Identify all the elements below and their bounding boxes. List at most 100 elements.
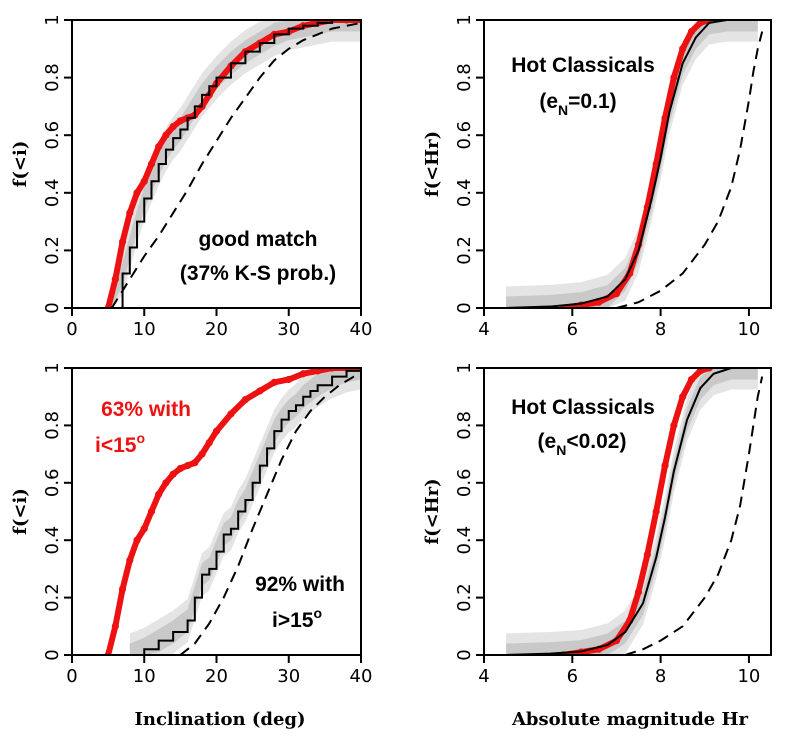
point-observed	[612, 290, 621, 298]
x-tick-label: 4	[478, 666, 489, 687]
point-observed	[696, 20, 704, 27]
annotation-text-after: <0.02)	[566, 430, 626, 453]
series-intrinsic	[624, 376, 764, 655]
point-observed	[670, 421, 678, 429]
annotation: 63% with	[101, 398, 191, 421]
annotation: (eN<0.02)	[538, 430, 627, 458]
annotation: (37% K-S prob.)	[180, 262, 336, 285]
x-tick-label: 10	[133, 319, 156, 340]
y-tick-label: 0.8	[42, 63, 63, 92]
series-intrinsic	[110, 21, 361, 308]
x-tick-label: 10	[737, 666, 760, 687]
y-tick-label: 0	[454, 302, 475, 313]
x-tick-label: 20	[205, 666, 228, 687]
point-observed	[126, 209, 134, 217]
annotation: Hot Classicals	[511, 54, 655, 77]
annotation: 92% with	[255, 573, 345, 596]
point-observed	[679, 393, 687, 401]
point-observed	[155, 490, 163, 498]
y-tick-label: 0.2	[454, 583, 475, 612]
x-tick-label: 0	[66, 666, 77, 687]
annotation-superscript: o	[136, 430, 145, 446]
annotation: Hot Classicals	[511, 396, 655, 419]
x-tick-label: 0	[66, 319, 77, 340]
point-observed	[147, 160, 156, 168]
y-axis-label: f(<Hr)	[422, 478, 443, 544]
point-observed	[241, 395, 249, 404]
y-tick-label: 0.6	[42, 468, 63, 497]
y-tick-label: 0.4	[42, 526, 63, 555]
point-observed	[643, 550, 651, 559]
annotation-text: Hot Classicals	[511, 54, 655, 77]
plot-area	[104, 20, 361, 308]
point-observed	[140, 177, 148, 185]
panel-1: 0 10 20 30 40 0 0.2 0.4 0.6 0.8 1 f(<i) good match (3…	[10, 14, 372, 340]
point-observed	[270, 378, 278, 386]
x-tick-label: 30	[277, 666, 300, 687]
annotation-text: (37% K-S prob.)	[180, 262, 336, 285]
y-tick-label: 0.8	[454, 411, 475, 440]
panel-3: 0 10 20 30 40 0 0.2 0.4 0.6 0.8 1 f(<i) Inclination …	[10, 362, 372, 730]
point-observed	[140, 525, 148, 533]
series-model	[506, 368, 758, 655]
plot-frame	[483, 19, 772, 309]
y-tick-label: 0.2	[42, 236, 63, 265]
point-observed	[661, 114, 669, 122]
point-observed	[634, 588, 643, 596]
y-tick-label: 0.2	[42, 583, 63, 612]
x-tick-label: 8	[655, 319, 666, 340]
panel-4: 4 6 8 10 0 0.2 0.4 0.6 0.8 1 f(<Hr) Absolute magnit…	[422, 362, 772, 730]
annotation-text: i<15	[95, 434, 137, 457]
point-observed	[299, 370, 307, 378]
x-tick-label: 10	[737, 319, 760, 340]
x-tick-label: 10	[133, 666, 156, 687]
point-observed	[687, 27, 696, 36]
point-observed	[111, 275, 119, 283]
point-observed	[111, 622, 119, 630]
annotation-text: 63% with	[101, 398, 191, 421]
series-intrinsic	[179, 372, 361, 655]
y-tick-label: 1	[454, 362, 475, 373]
point-observed	[285, 375, 293, 384]
annotation-text: i>15	[272, 609, 314, 632]
series-intrinsic	[616, 31, 764, 308]
y-tick-label: 0.6	[454, 121, 475, 150]
y-tick-label: 0.4	[454, 526, 475, 555]
point-observed	[256, 387, 264, 395]
point-observed	[661, 461, 669, 470]
point-observed	[652, 507, 660, 516]
point-observed	[133, 536, 141, 544]
y-axis-label: f(<i)	[10, 488, 31, 535]
y-tick-label: 0	[42, 302, 63, 313]
series-model	[506, 20, 758, 308]
x-tick-label: 20	[205, 319, 228, 340]
y-tick-label: 1	[42, 14, 63, 25]
annotation-superscript: o	[313, 605, 322, 621]
y-tick-label: 0.8	[454, 63, 475, 92]
y-tick-label: 0.6	[42, 121, 63, 150]
x-tick-label: 30	[277, 319, 300, 340]
point-observed	[212, 427, 221, 435]
point-observed	[687, 375, 696, 384]
point-observed	[191, 459, 199, 467]
y-tick-label: 0.2	[454, 236, 475, 265]
annotation-subscript: N	[556, 442, 566, 458]
annotation-subscript: N	[558, 102, 568, 118]
x-axis-label: Inclination (deg)	[134, 709, 305, 730]
x-tick-label: 6	[567, 319, 578, 340]
point-observed	[169, 470, 177, 478]
x-tick-label: 6	[567, 666, 578, 687]
annotation-text: (e	[539, 90, 558, 113]
point-observed	[696, 368, 704, 375]
y-tick-label: 0.4	[454, 178, 475, 207]
y-tick-label: 0.4	[42, 178, 63, 207]
point-observed	[118, 238, 127, 246]
y-tick-label: 1	[454, 14, 475, 25]
plot-area	[506, 20, 764, 308]
point-observed	[314, 368, 322, 375]
y-tick-label: 1	[42, 362, 63, 373]
point-observed	[155, 143, 163, 151]
y-axis-label: f(<i)	[10, 141, 31, 188]
point-observed	[176, 464, 184, 473]
